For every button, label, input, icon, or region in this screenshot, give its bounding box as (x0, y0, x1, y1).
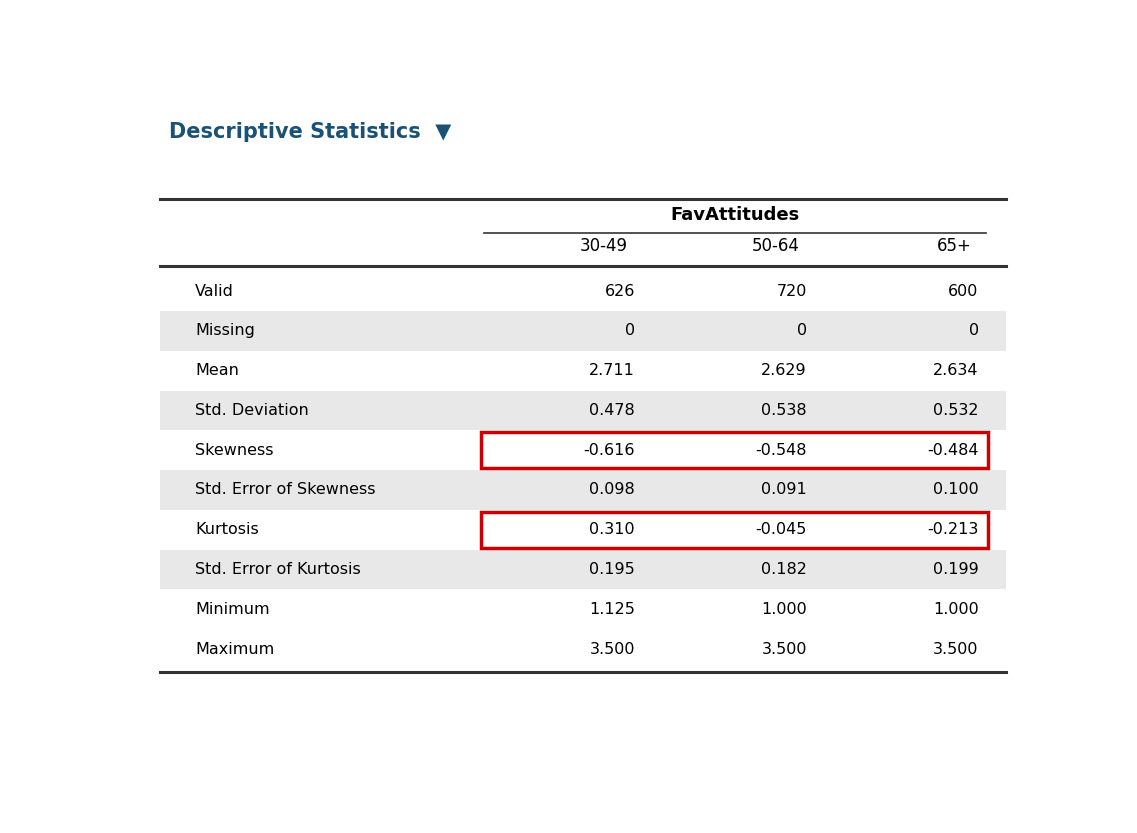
Text: 0.532: 0.532 (933, 403, 979, 418)
Text: 2.629: 2.629 (762, 363, 807, 378)
Bar (159, 391, 1006, 431)
Text: 0: 0 (969, 323, 979, 338)
Text: Descriptive Statistics  ▼: Descriptive Statistics ▼ (168, 122, 450, 142)
Text: Valid: Valid (196, 283, 234, 298)
Text: 2.711: 2.711 (589, 363, 636, 378)
Text: 0.182: 0.182 (761, 562, 807, 577)
Text: -0.213: -0.213 (928, 522, 979, 537)
Text: 0.098: 0.098 (589, 482, 636, 497)
Text: 1.000: 1.000 (933, 601, 979, 616)
Text: FavAttitudes: FavAttitudes (670, 206, 799, 224)
Bar (159, 550, 1006, 590)
Text: 0.478: 0.478 (589, 403, 636, 418)
Text: Std. Error of Skewness: Std. Error of Skewness (196, 482, 375, 497)
Text: 30-49: 30-49 (580, 237, 628, 255)
Text: 0: 0 (797, 323, 807, 338)
Text: Missing: Missing (196, 323, 255, 338)
Text: 3.500: 3.500 (762, 641, 807, 656)
Text: 50-64: 50-64 (753, 237, 800, 255)
Text: Std. Error of Kurtosis: Std. Error of Kurtosis (196, 562, 360, 577)
Text: -0.484: -0.484 (927, 442, 979, 457)
Text: Mean: Mean (196, 363, 239, 378)
Text: 0: 0 (625, 323, 636, 338)
Text: 2.634: 2.634 (933, 363, 979, 378)
Text: -0.616: -0.616 (583, 442, 636, 457)
Text: Minimum: Minimum (196, 601, 269, 616)
Text: Kurtosis: Kurtosis (196, 522, 259, 537)
Text: 3.500: 3.500 (933, 641, 979, 656)
Text: 600: 600 (948, 283, 979, 298)
Text: -0.045: -0.045 (755, 522, 807, 537)
Text: Std. Deviation: Std. Deviation (196, 403, 309, 418)
Text: Skewness: Skewness (196, 442, 274, 457)
Text: 720: 720 (777, 283, 807, 298)
Text: 1.125: 1.125 (589, 601, 636, 616)
Text: -0.548: -0.548 (755, 442, 807, 457)
Text: 65+: 65+ (937, 237, 972, 255)
Text: Maximum: Maximum (196, 641, 274, 656)
Text: 626: 626 (605, 283, 636, 298)
Text: 0.100: 0.100 (933, 482, 979, 497)
Text: 0.091: 0.091 (761, 482, 807, 497)
Bar (159, 470, 1006, 510)
Text: 0.199: 0.199 (933, 562, 979, 577)
Bar (159, 311, 1006, 351)
Text: 3.500: 3.500 (590, 641, 636, 656)
Text: 0.310: 0.310 (589, 522, 636, 537)
Text: 0.195: 0.195 (589, 562, 636, 577)
Text: 1.000: 1.000 (761, 601, 807, 616)
Text: 0.538: 0.538 (762, 403, 807, 418)
